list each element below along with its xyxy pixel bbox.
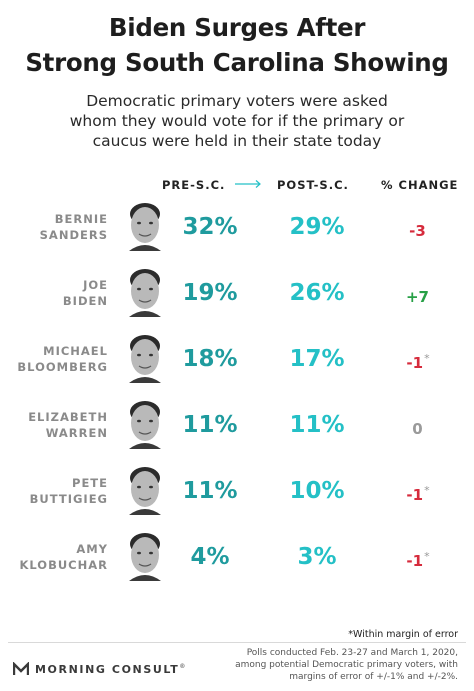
candidate-name: JOE BIDEN [63,260,108,326]
margin-of-error-asterisk: * [424,484,430,497]
subtitle-line-3: caucus were held in their state today [92,132,382,150]
candidate-first-name: AMY [76,542,108,556]
poll-methodology: Polls conducted Feb. 23-27 and March 1, … [228,647,458,683]
candidate-name: BERNIE SANDERS [40,194,108,260]
post-sc-value: 11% [289,412,345,438]
percent-change-value: -1* [378,524,458,590]
candidate-first-name: BERNIE [54,212,108,226]
morning-consult-logo: MORNING CONSULT® [13,661,187,677]
candidate-portrait-icon [129,401,161,449]
margin-of-error-asterisk: * [424,550,430,563]
margin-of-error-note: *Within margin of error [348,629,458,640]
candidate-row: PETE BUTTIGIEG 11% 10% -1* [0,458,474,524]
footer-divider [8,642,466,643]
candidate-first-name: MICHAEL [43,344,108,358]
candidate-portrait-icon [129,335,161,383]
percent-change-value: +7 [378,260,458,326]
candidate-last-name: BLOOMBERG [17,360,108,374]
title-line-2: Strong South Carolina Showing [25,48,449,77]
candidate-last-name: BIDEN [62,294,108,308]
change-number: -1 [406,552,424,570]
subtitle-line-1: Democratic primary voters were asked [86,92,388,110]
percent-change-value: -3 [378,194,458,260]
pre-sc-value: 32% [182,214,238,240]
candidate-portrait-icon [129,467,161,515]
pre-sc-value: 18% [182,346,238,372]
candidate-row: JOE BIDEN 19% 26% +7 [0,260,474,326]
morning-consult-logo-icon [13,662,29,675]
candidate-portrait-icon [129,269,161,317]
change-number: +7 [405,288,429,306]
percent-change-value: -1* [378,326,458,392]
candidate-name: PETE BUTTIGIEG [30,458,108,524]
pre-sc-value: 4% [190,544,230,570]
pre-sc-value: 19% [182,280,238,306]
chart-title: Biden Surges After Strong South Carolina… [0,10,474,80]
candidate-last-name: SANDERS [39,228,108,242]
candidate-row: MICHAEL BLOOMBERG 18% 17% -1* [0,326,474,392]
candidate-name: ELIZABETH WARREN [28,392,108,458]
header-pre-sc: PRE-S.C. [162,178,226,192]
arrow-right-icon [235,180,261,188]
candidate-row: ELIZABETH WARREN 11% 11% 0 [0,392,474,458]
candidate-row: BERNIE SANDERS 32% 29% -3 [0,194,474,260]
candidate-name: MICHAEL BLOOMBERG [17,326,108,392]
candidate-first-name: JOE [83,278,108,292]
post-sc-value: 17% [289,346,345,372]
footer-line-2: among potential Democratic primary voter… [235,660,458,670]
title-line-1: Biden Surges After [108,13,366,42]
footer-line-3: margins of error of +/-1% and +/-2%. [289,672,458,682]
header-post-sc: POST-S.C. [277,178,349,192]
margin-of-error-asterisk: * [424,352,430,365]
pre-sc-value: 11% [182,478,238,504]
candidate-last-name: BUTTIGIEG [29,492,108,506]
chart-subtitle: Democratic primary voters were asked who… [0,91,474,151]
candidate-first-name: PETE [72,476,108,490]
pre-sc-value: 11% [182,412,238,438]
change-number: -1 [406,354,424,372]
percent-change-value: -1* [378,458,458,524]
candidate-first-name: ELIZABETH [28,410,108,424]
post-sc-value: 26% [289,280,345,306]
footer-line-1: Polls conducted Feb. 23-27 and March 1, … [246,648,458,658]
logo-text: MORNING CONSULT® [35,662,187,676]
change-number: -3 [409,222,426,240]
subtitle-line-2: whom they would vote for if the primary … [69,112,405,130]
candidate-row: AMY KLOBUCHAR 4% 3% -1* [0,524,474,590]
change-number: 0 [412,420,423,438]
post-sc-value: 3% [297,544,337,570]
post-sc-value: 10% [289,478,345,504]
candidate-portrait-icon [129,533,161,581]
change-number: -1 [406,486,424,504]
candidate-portrait-icon [129,203,161,251]
post-sc-value: 29% [289,214,345,240]
candidate-last-name: WARREN [45,426,108,440]
header-percent-change: % CHANGE [381,178,459,192]
candidate-name: AMY KLOBUCHAR [19,524,108,590]
percent-change-value: 0 [378,392,458,458]
candidate-last-name: KLOBUCHAR [19,558,108,572]
